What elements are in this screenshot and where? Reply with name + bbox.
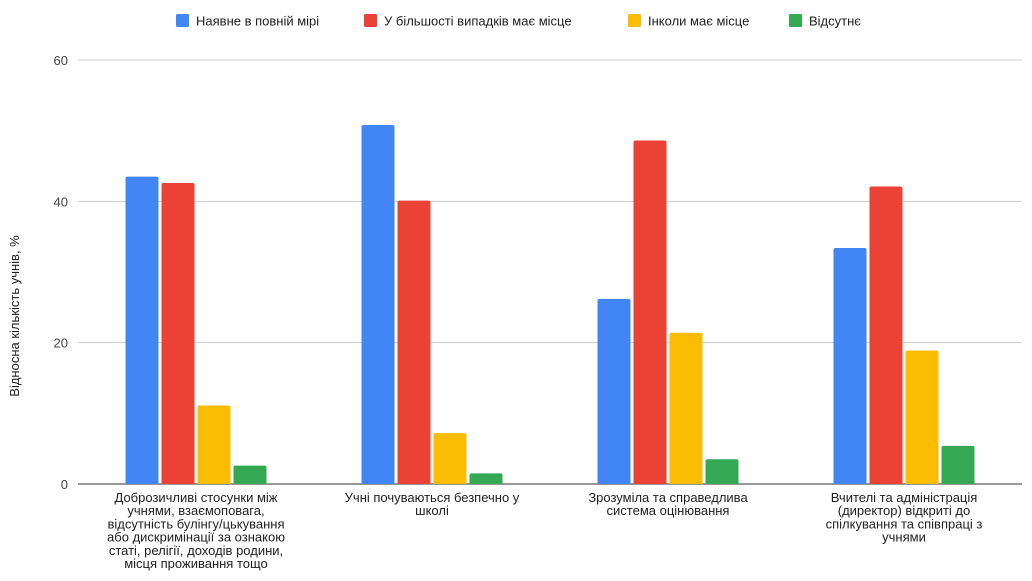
bar <box>633 140 667 484</box>
legend-item: Відсутнє <box>789 14 861 29</box>
category-label-line: система оцінювання <box>607 503 730 518</box>
legend-swatch <box>789 14 802 27</box>
category-label-line: (директор) відкриті до <box>838 503 971 518</box>
bar <box>197 405 231 484</box>
bars <box>125 125 975 485</box>
category-label-line: статі, релігії, доходів родини, <box>109 543 283 558</box>
category-label: Вчителі та адміністрація(директор) відкр… <box>826 490 983 545</box>
y-tick-label: 60 <box>54 53 68 68</box>
legend-label: Наявне в повній мірі <box>196 14 319 29</box>
category-label-line: Доброзичливі стосунки між <box>115 490 278 505</box>
bar <box>469 473 503 484</box>
legend: Наявне в повній мірі У більшості випадків… <box>176 14 861 29</box>
bar <box>233 465 267 484</box>
legend-swatch <box>628 14 641 27</box>
y-axis-title: Відносна кількість учнів, % <box>7 235 22 397</box>
y-tick-label: 20 <box>54 336 68 351</box>
category-label-line: учнями <box>882 530 926 545</box>
legend-label: У більшості випадків має місце <box>384 14 572 29</box>
y-tick-label: 0 <box>61 477 68 492</box>
bar <box>125 176 159 484</box>
category-label-line: відсутність булінгу/цькування <box>107 516 284 531</box>
category-label-line: місця проживання тощо <box>124 556 268 571</box>
y-axis-ticks: 0 20 40 60 <box>54 53 68 492</box>
bar <box>397 200 431 485</box>
legend-swatch <box>176 14 189 27</box>
category-label-line: школі <box>415 503 449 518</box>
legend-item: Інколи має місце <box>628 14 749 29</box>
bar <box>597 298 631 484</box>
category-label-line: учнями, взаємоповага, <box>127 503 264 518</box>
legend-label: Відсутнє <box>809 14 861 29</box>
category-label-line: спілкування та співпраці з <box>826 516 983 531</box>
y-tick-label: 40 <box>54 194 68 209</box>
legend-item: Наявне в повній мірі <box>176 14 319 29</box>
category-label-line: Зрозуміла та справедлива <box>588 490 748 505</box>
bar <box>433 433 467 484</box>
category-label-line: або дискримінації за ознакою <box>107 530 285 545</box>
bar <box>905 350 939 484</box>
legend-item: У більшості випадків має місце <box>364 14 572 29</box>
bar <box>869 186 903 484</box>
bar <box>161 182 195 484</box>
category-label-line: Вчителі та адміністрація <box>831 490 978 505</box>
legend-label: Інколи має місце <box>648 14 749 29</box>
legend-swatch <box>364 14 377 27</box>
bar <box>705 459 739 484</box>
bar <box>361 125 395 484</box>
category-label-line: Учні почуваються безпечно у <box>345 490 520 505</box>
bar <box>941 445 975 484</box>
bar <box>833 247 867 484</box>
bar <box>669 332 703 484</box>
